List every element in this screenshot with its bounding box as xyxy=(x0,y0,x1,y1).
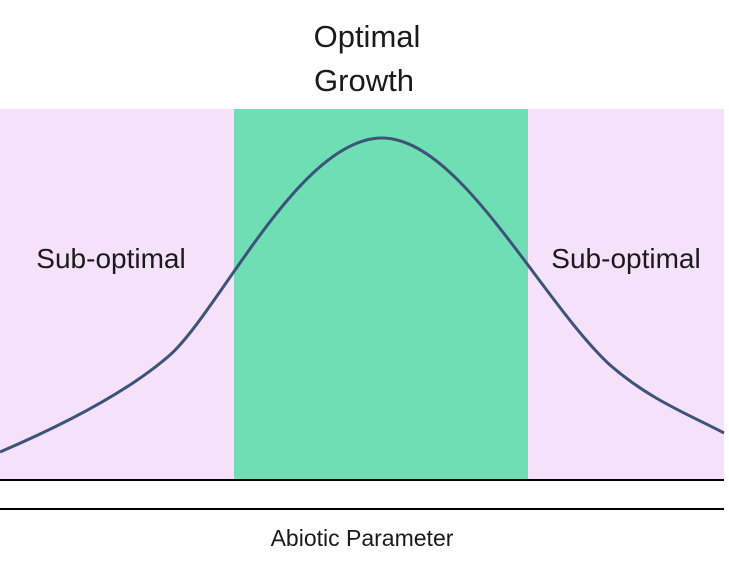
x-axis-label: Abiotic Parameter xyxy=(271,525,454,551)
left-zone-label: Sub-optimal xyxy=(36,243,185,274)
title-line-2: Growth xyxy=(314,63,414,98)
suboptimal-zone-right xyxy=(528,109,724,480)
right-zone-label: Sub-optimal xyxy=(551,243,700,274)
optimal-zone xyxy=(234,109,528,480)
title-line-1: Optimal xyxy=(314,19,421,54)
suboptimal-zone-left xyxy=(0,109,234,480)
growth-curve xyxy=(0,136,725,454)
